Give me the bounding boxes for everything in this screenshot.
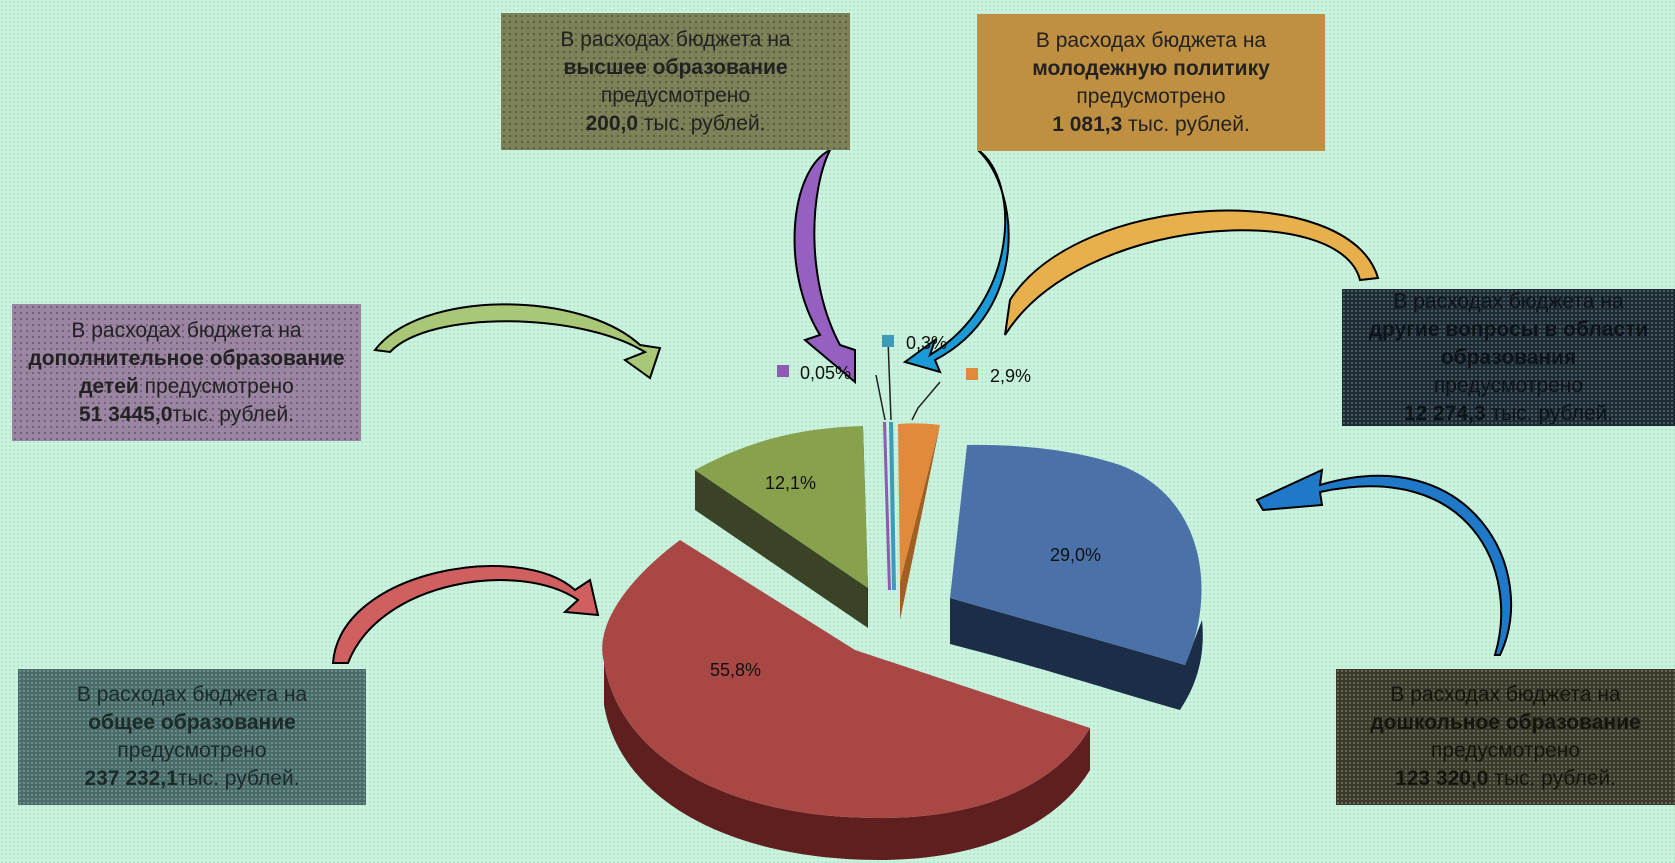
- label-03: 0,3%: [906, 333, 947, 353]
- callout-higher-education: В расходах бюджета на высшее образование…: [501, 13, 850, 150]
- legend-005-icon: [777, 365, 789, 377]
- slice-side-29: [950, 598, 1203, 710]
- slice-558: [602, 540, 1090, 818]
- label-005: 0,05%: [800, 363, 851, 383]
- callout-youth-policy: В расходах бюджета на молодежную политик…: [977, 14, 1325, 151]
- legend-03-icon: [882, 335, 894, 347]
- label-29: 29,0%: [1050, 545, 1101, 565]
- callout-preschool-education: В расходах бюджета на дошкольное образов…: [1336, 669, 1675, 805]
- slice-side-29o: [900, 425, 940, 620]
- callout-general-education: В расходах бюджета на общее образование …: [18, 669, 366, 805]
- slice-29: [950, 444, 1202, 665]
- arrow-higher-icon: [793, 147, 856, 385]
- arrow-extra-icon: [373, 303, 662, 380]
- callout-other-education: В расходах бюджета на другие вопросы в о…: [1342, 289, 1675, 426]
- arrow-general-icon: [331, 565, 600, 664]
- legend-29o-icon: [966, 368, 978, 380]
- label-12: 12,1%: [765, 473, 816, 493]
- slice-side-12: [695, 470, 868, 628]
- pie-slices: [602, 422, 1203, 860]
- label-558: 55,8%: [710, 660, 761, 680]
- slice-12: [695, 426, 868, 588]
- arrow-other-icon: [1004, 209, 1380, 336]
- slice-005: [883, 422, 891, 590]
- callout-additional-education: В расходах бюджета на дополнительное обр…: [12, 304, 361, 441]
- label-29o: 2,9%: [990, 366, 1031, 386]
- slice-03: [889, 422, 896, 590]
- slice-side-558: [604, 662, 1090, 860]
- slice-29o: [898, 423, 940, 582]
- arrow-preschool-icon: [1255, 468, 1513, 656]
- leader-lines: [875, 339, 941, 421]
- arrows: [331, 147, 1513, 664]
- arrow-youth-icon: [902, 149, 1010, 374]
